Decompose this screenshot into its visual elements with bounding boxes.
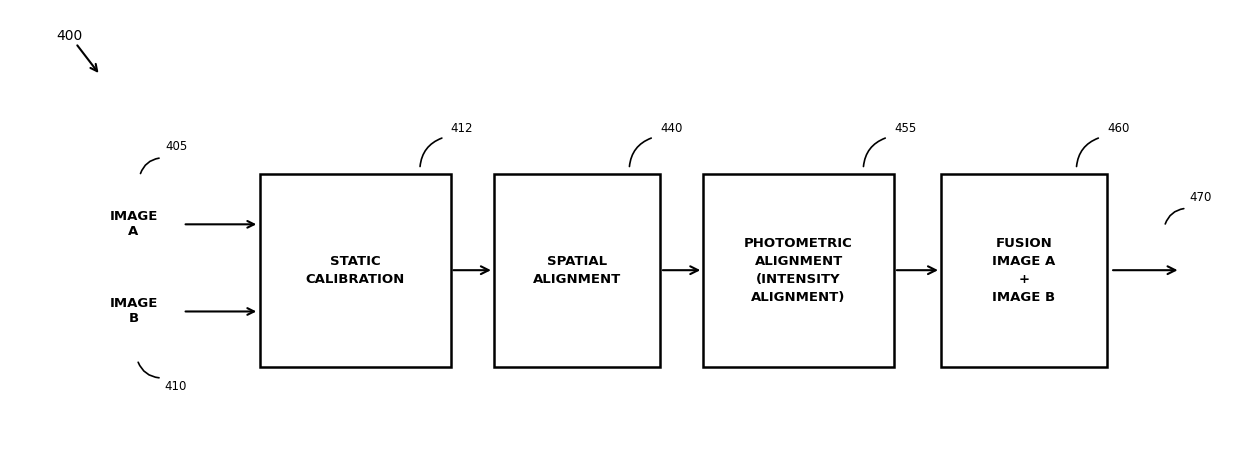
- Text: 412: 412: [450, 122, 474, 135]
- Text: 405: 405: [165, 140, 187, 153]
- Text: PHOTOMETRIC
ALIGNMENT
(INTENSITY
ALIGNMENT): PHOTOMETRIC ALIGNMENT (INTENSITY ALIGNME…: [744, 237, 853, 304]
- Bar: [941, 174, 1107, 367]
- Text: 440: 440: [660, 122, 682, 135]
- Text: 410: 410: [164, 380, 187, 393]
- Text: 470: 470: [1189, 191, 1211, 204]
- Text: IMAGE
A: IMAGE A: [109, 210, 157, 238]
- Text: SPATIAL
ALIGNMENT: SPATIAL ALIGNMENT: [533, 255, 621, 286]
- Text: 400: 400: [56, 29, 82, 43]
- Bar: [703, 174, 894, 367]
- Bar: [259, 174, 450, 367]
- Bar: [494, 174, 660, 367]
- Text: 460: 460: [1107, 122, 1130, 135]
- Text: 455: 455: [894, 122, 916, 135]
- Text: FUSION
IMAGE A
+
IMAGE B: FUSION IMAGE A + IMAGE B: [992, 237, 1055, 304]
- Text: IMAGE
B: IMAGE B: [109, 297, 157, 325]
- Text: STATIC
CALIBRATION: STATIC CALIBRATION: [305, 255, 404, 286]
